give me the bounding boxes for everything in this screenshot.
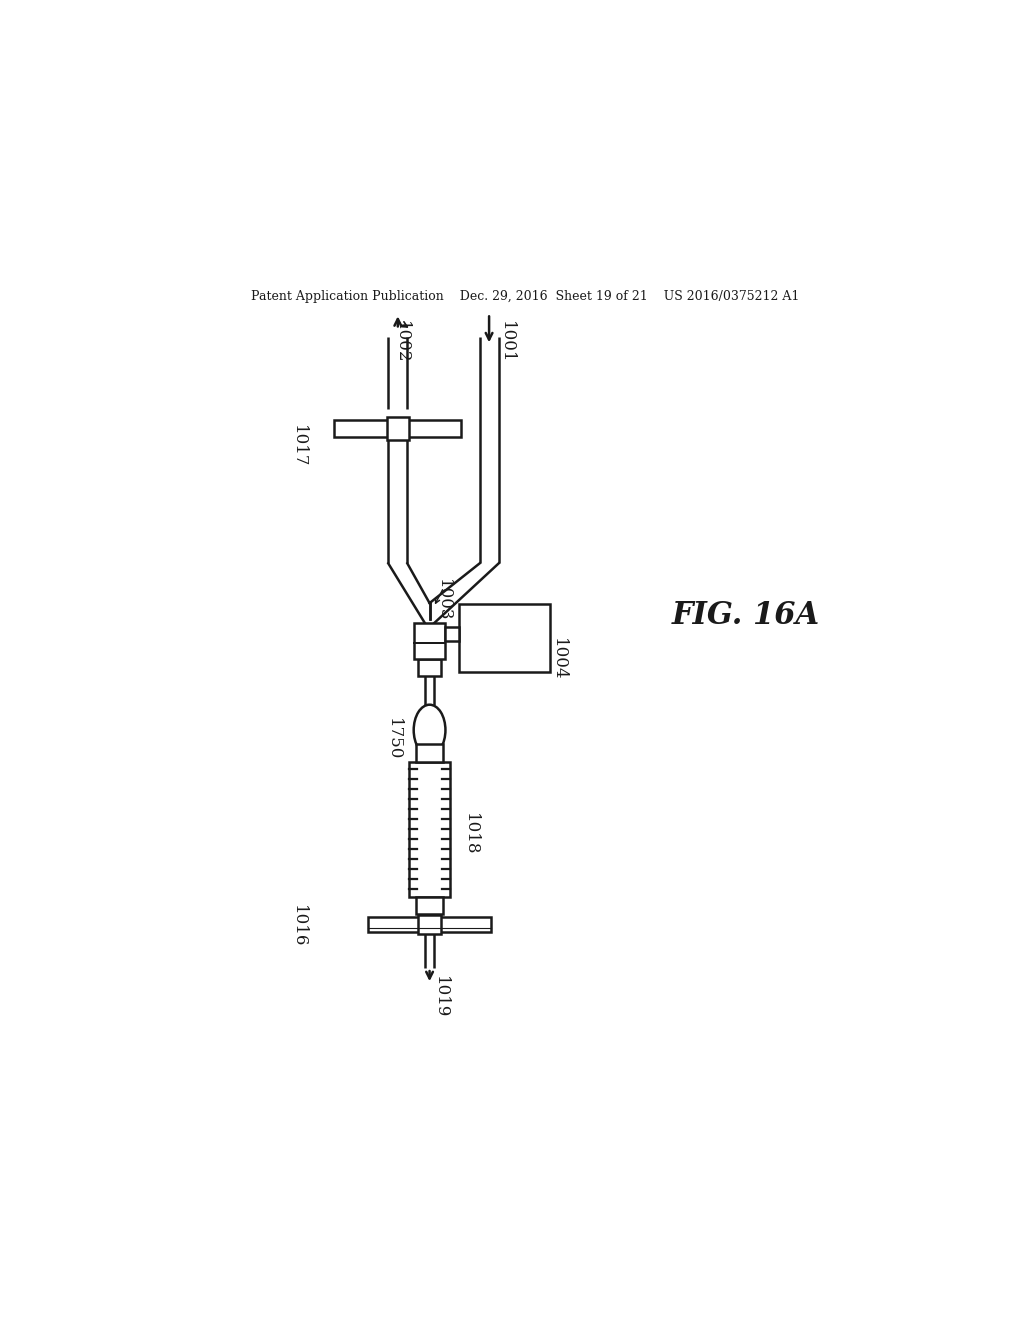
Bar — [416, 744, 443, 762]
Text: FIG. 16A: FIG. 16A — [672, 599, 820, 631]
Bar — [387, 417, 409, 440]
Text: 1016: 1016 — [290, 904, 307, 946]
Text: 1003: 1003 — [435, 579, 453, 622]
Text: 1018: 1018 — [462, 813, 478, 855]
Text: 1750: 1750 — [385, 718, 402, 760]
Bar — [418, 659, 441, 676]
Text: 1002: 1002 — [393, 321, 411, 364]
Text: 1017: 1017 — [290, 425, 307, 467]
Bar — [444, 627, 459, 640]
Bar — [416, 896, 443, 915]
Bar — [459, 605, 550, 672]
Bar — [334, 420, 461, 437]
Text: 1019: 1019 — [432, 975, 450, 1019]
Ellipse shape — [414, 705, 445, 755]
Text: 1001: 1001 — [498, 321, 515, 364]
Text: 1004: 1004 — [550, 638, 566, 681]
Bar — [419, 915, 440, 935]
Text: Patent Application Publication    Dec. 29, 2016  Sheet 19 of 21    US 2016/03752: Patent Application Publication Dec. 29, … — [251, 290, 799, 304]
Bar — [415, 623, 444, 659]
Bar — [368, 917, 492, 932]
Bar — [409, 762, 451, 896]
